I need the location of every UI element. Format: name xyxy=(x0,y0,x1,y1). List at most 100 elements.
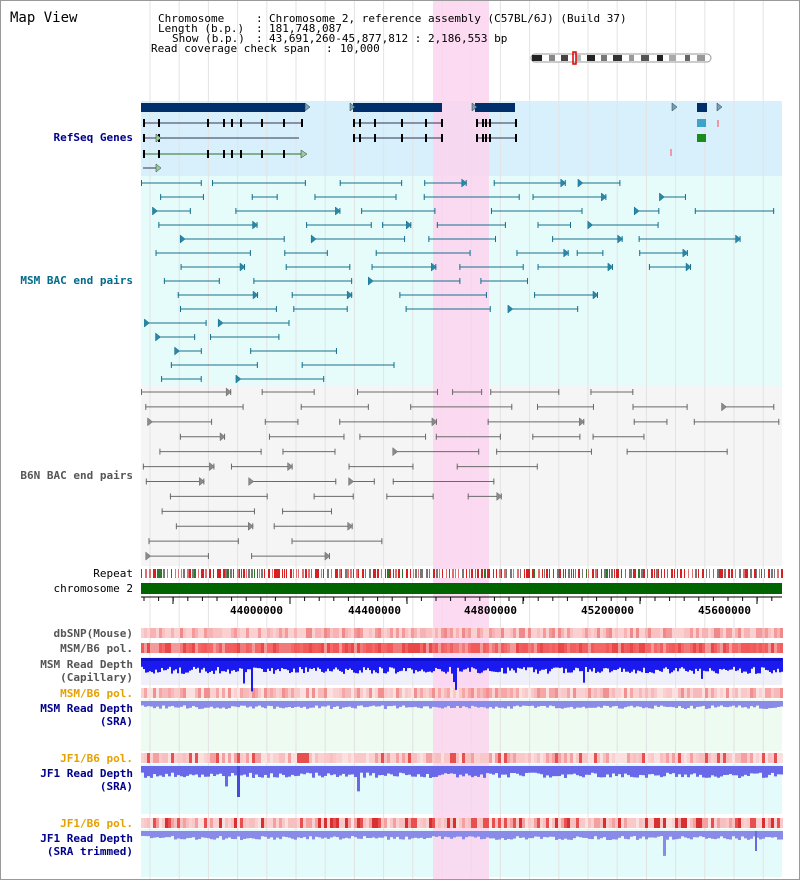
heatmap-cell xyxy=(225,818,228,828)
read-depth-bar xyxy=(189,658,191,671)
repeat-element xyxy=(553,569,554,578)
read-depth-bar xyxy=(369,831,372,839)
track-label-msm-b6-pol[interactable]: MSM/B6 pol. xyxy=(60,642,133,655)
heatmap-cell xyxy=(420,753,423,763)
read-depth-bar xyxy=(585,701,588,709)
read-depth-bar xyxy=(735,766,738,776)
heatmap-cell xyxy=(606,643,609,653)
bac-end-tick xyxy=(339,418,341,425)
heatmap-cell xyxy=(387,688,390,698)
repeat-element xyxy=(546,569,548,578)
read-depth-bar xyxy=(771,831,774,838)
heatmap-cell xyxy=(777,818,780,828)
heatmap-cell xyxy=(591,628,594,638)
heatmap-cell xyxy=(438,628,441,638)
read-depth-bar xyxy=(231,766,234,774)
read-depth-bar xyxy=(481,658,483,673)
heatmap-cell xyxy=(684,628,687,638)
read-depth-bar xyxy=(213,701,216,709)
track-label-jf1-depth-sra[interactable]: JF1 Read Depth xyxy=(40,767,133,780)
read-depth-bar xyxy=(525,831,528,840)
heatmap-cell xyxy=(759,753,762,763)
repeat-element xyxy=(667,569,668,578)
repeat-element xyxy=(398,569,400,578)
heatmap-cell xyxy=(150,688,153,698)
read-depth-bar xyxy=(531,831,534,839)
bac-end-tick xyxy=(638,236,640,242)
repeat-element xyxy=(233,569,234,578)
heatmap-cell xyxy=(156,818,159,828)
repeat-element xyxy=(429,569,430,578)
read-depth-bar xyxy=(366,701,369,707)
track-label-msm-depth-capillary[interactable]: MSM Read Depth xyxy=(40,658,133,671)
bac-end-arrow xyxy=(592,290,599,300)
heatmap-cell xyxy=(453,643,456,653)
heatmap-cell xyxy=(687,688,690,698)
heatmap-cell xyxy=(402,628,405,638)
read-depth-bar xyxy=(477,831,480,837)
heatmap-cell xyxy=(699,753,702,763)
read-depth-bar xyxy=(387,701,390,707)
read-depth-bar xyxy=(253,658,255,668)
ideogram-band xyxy=(613,55,622,61)
track-label-msm-b6-pol-2[interactable]: MSM/B6 pol. xyxy=(60,687,133,700)
heatmap-cell xyxy=(735,688,738,698)
read-depth-bar xyxy=(327,658,329,669)
read-depth-bar xyxy=(337,658,339,670)
heatmap-cell xyxy=(384,688,387,698)
track-label-msm-depth-sra[interactable]: MSM Read Depth xyxy=(40,702,133,715)
read-depth-bar xyxy=(237,766,240,797)
heatmap-cell xyxy=(591,753,594,763)
heatmap-cell xyxy=(519,643,522,653)
repeat-element xyxy=(251,569,253,578)
read-depth-bar xyxy=(459,831,462,837)
bac-end-tick xyxy=(436,389,438,395)
read-depth-bar xyxy=(429,658,431,672)
bac-end-tick xyxy=(494,236,496,242)
heatmap-cell xyxy=(492,688,495,698)
transcript-exon xyxy=(515,134,517,142)
repeat-element xyxy=(178,569,179,578)
read-depth-bar xyxy=(147,701,150,707)
track-label-jf1-b6-pol-2[interactable]: JF1/B6 pol. xyxy=(60,817,133,830)
heatmap-cell xyxy=(699,643,702,653)
read-depth-bar xyxy=(729,701,732,707)
heatmap-cell xyxy=(150,818,153,828)
heatmap-cell xyxy=(273,643,276,653)
track-label-jf1-b6-pol[interactable]: JF1/B6 pol. xyxy=(60,752,133,765)
read-depth-bar xyxy=(282,831,285,837)
repeat-element xyxy=(385,569,386,578)
heatmap-cell xyxy=(195,643,198,653)
heatmap-cell xyxy=(432,643,435,653)
read-depth-bar xyxy=(281,658,283,669)
heatmap-cell xyxy=(582,688,585,698)
track-label-refseq[interactable]: RefSeq Genes xyxy=(53,131,133,144)
heatmap-cell xyxy=(753,643,756,653)
heatmap-cell xyxy=(396,628,399,638)
heatmap-cell xyxy=(720,643,723,653)
heatmap-cell xyxy=(519,628,522,638)
bac-end-tick xyxy=(686,403,688,410)
track-label-msm-bac[interactable]: MSM BAC end pairs xyxy=(20,274,133,287)
heatmap-cell xyxy=(768,628,771,638)
heatmap-cell xyxy=(252,753,255,763)
read-depth-bar xyxy=(325,658,327,672)
heatmap-cell xyxy=(528,628,531,638)
track-label-b6n-bac[interactable]: B6N BAC end pairs xyxy=(20,469,133,482)
heatmap-cell xyxy=(324,818,327,828)
read-depth-bar xyxy=(513,701,516,707)
repeat-element xyxy=(155,569,156,578)
bac-end-arrow xyxy=(406,220,412,230)
read-depth-bar xyxy=(552,831,555,837)
read-depth-bar xyxy=(625,658,627,672)
read-depth-bar xyxy=(585,766,588,775)
read-depth-bar xyxy=(270,831,273,838)
track-label-jf1-depth-trimmed[interactable]: JF1 Read Depth xyxy=(40,832,133,845)
read-depth-bar xyxy=(540,701,543,706)
track-label-dbsnp[interactable]: dbSNP(Mouse) xyxy=(53,627,133,640)
repeat-element xyxy=(298,569,299,578)
heatmap-cell xyxy=(291,753,294,763)
heatmap-cell xyxy=(594,628,597,638)
bac-end-tick xyxy=(282,508,284,515)
